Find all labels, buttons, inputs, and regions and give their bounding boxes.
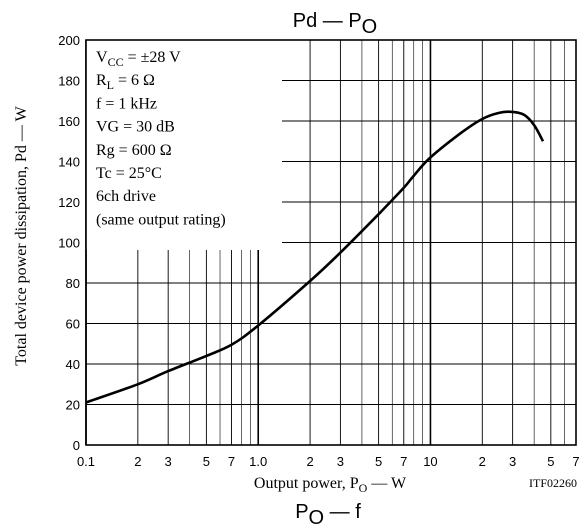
x-axis-label: Output power, PO — W (254, 475, 407, 495)
chart-title: Pd — PO (293, 10, 377, 38)
series-layer (85, 110, 545, 404)
condition-line: 6ch drive (96, 188, 156, 205)
x-tick-label: 0.1 (77, 454, 95, 469)
conditions-box-background (86, 40, 282, 250)
x-tick-label: 2 (479, 454, 486, 469)
x-tick-label: 3 (337, 454, 344, 469)
y-axis-label: Total device power dissipation, Pd — W (13, 105, 30, 365)
y-tick-label: 100 (58, 236, 80, 251)
y-tick-label: 40 (66, 357, 80, 372)
x-tick-label: 7 (400, 454, 407, 469)
x-tick-label: 2 (134, 454, 141, 469)
condition-line: Rg = 600 Ω (96, 142, 172, 159)
figure-code: ITF02260 (529, 476, 577, 490)
x-axis-label-subscript: O (359, 481, 368, 495)
x-tick-label: 2 (306, 454, 313, 469)
condition-line: RL = 6 Ω (96, 72, 155, 92)
chart-title-subscript: O (362, 16, 378, 38)
y-tick-label: 160 (58, 114, 80, 129)
condition-line: (same output rating) (96, 211, 226, 228)
conditions-legend: VCC = ±28 V RL = 6 Ω f = 1 kHz VG = 30 dB Rg… (96, 49, 226, 228)
x-tick-label: 5 (203, 454, 210, 469)
condition-line: Tc = 25°C (96, 165, 162, 182)
y-tick-label: 60 (66, 317, 80, 332)
x-tick-label: 5 (375, 454, 382, 469)
y-tick-label: 120 (58, 195, 80, 210)
next-chart-title-subscript: O (309, 507, 325, 526)
condition-line: f = 1 kHz (96, 95, 157, 112)
y-tick-label: 80 (66, 276, 80, 291)
x-tick-label: 7 (228, 454, 235, 469)
y-tick-label: 0 (73, 438, 80, 453)
y-tick-label: 140 (58, 155, 80, 170)
y-tick-label: 200 (58, 33, 80, 48)
x-tick-label: 7 (572, 454, 579, 469)
condition-line: VG = 30 dB (96, 119, 175, 136)
x-tick-label: 3 (165, 454, 172, 469)
next-chart-title: PO — f (295, 501, 361, 526)
x-tick-label: 3 (509, 454, 516, 469)
x-tick-label: 1.0 (249, 454, 267, 469)
y-tick-label: 20 (66, 398, 80, 413)
tick-labels: 0 20 40 60 80 100 120 140 160 180 200 0.1 2 3 5 7 1.0 2 3 5… (58, 33, 579, 469)
x-tick-label: 5 (547, 454, 554, 469)
plot-frame (85, 39, 577, 446)
condition-line: VCC = ±28 V (96, 49, 181, 69)
x-tick-label: 10 (423, 454, 437, 469)
series-line (85, 110, 545, 404)
y-tick-label: 180 (58, 74, 80, 89)
